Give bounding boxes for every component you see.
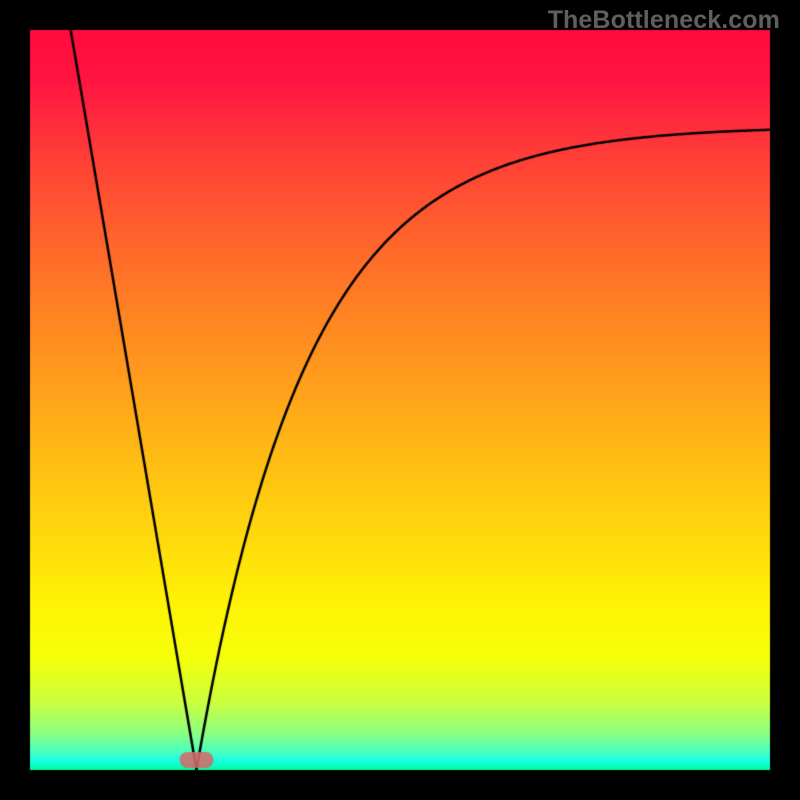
chart-container: TheBottleneck.com xyxy=(0,0,800,800)
watermark-text: TheBottleneck.com xyxy=(548,6,780,35)
bottleneck-curve-chart xyxy=(0,0,800,800)
